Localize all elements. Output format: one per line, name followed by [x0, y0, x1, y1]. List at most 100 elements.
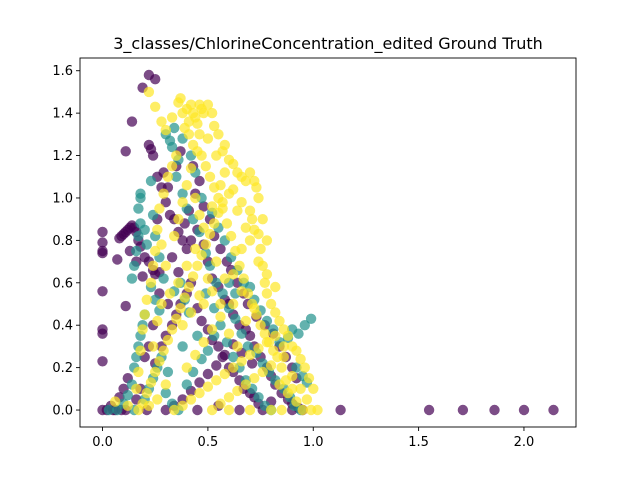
- scatter-point-class-1: [171, 171, 182, 182]
- y-tick-label: 0.6: [52, 276, 73, 291]
- scatter-point-class-2: [223, 404, 235, 416]
- scatter-point-class-2: [198, 337, 209, 348]
- scatter-point-class-0: [97, 324, 108, 335]
- scatter-point-class-2: [198, 298, 209, 310]
- scatter-point-class-2: [198, 222, 209, 233]
- scatter-point-class-1: [139, 224, 150, 235]
- scatter-point-class-2: [213, 129, 224, 140]
- scatter-point-class-2: [110, 396, 121, 407]
- scatter-point-class-2: [187, 107, 199, 119]
- scatter-point-class-2: [187, 271, 199, 282]
- scatter-point-class-1: [293, 328, 304, 339]
- scatter-point-class-1: [145, 175, 157, 187]
- scatter-point-class-2: [156, 116, 167, 127]
- scatter-point-class-2: [276, 404, 287, 416]
- scatter-point-class-2: [303, 373, 315, 384]
- scatter-point-class-1: [215, 320, 226, 331]
- scatter-point-class-2: [181, 362, 192, 373]
- scatter-point-class-2: [202, 273, 214, 284]
- scatter-point-class-2: [244, 349, 256, 361]
- scatter-point-class-2: [160, 260, 171, 271]
- x-tick-label: 0.0: [92, 435, 113, 450]
- scatter-point-class-0: [194, 175, 205, 187]
- scatter-point-class-2: [291, 396, 302, 407]
- scatter-point-class-1: [305, 313, 317, 324]
- scatter-point-class-2: [255, 243, 266, 255]
- scatter-point-class-2: [152, 315, 163, 327]
- scatter-point-class-2: [236, 197, 247, 208]
- scatter-point-class-1: [126, 273, 138, 284]
- scatter-point-class-0: [126, 116, 138, 127]
- scatter-point-class-0: [150, 74, 161, 85]
- scatter-point-class-2: [253, 256, 264, 267]
- scatter-point-class-1: [160, 387, 171, 399]
- scatter-point-class-2: [143, 86, 155, 98]
- data-points: [97, 69, 559, 416]
- scatter-point-class-2: [192, 118, 203, 129]
- scatter-point-class-2: [150, 245, 161, 257]
- scatter-point-class-0: [160, 404, 171, 416]
- scatter-point-class-2: [160, 124, 171, 136]
- scatter-point-class-2: [236, 243, 247, 255]
- scatter-point-class-0: [181, 243, 192, 255]
- scatter-point-class-2: [232, 341, 243, 352]
- scatter-point-class-2: [217, 197, 228, 208]
- scatter-point-class-2: [156, 239, 167, 250]
- scatter-point-class-2: [240, 175, 251, 187]
- scatter-point-class-2: [194, 129, 205, 140]
- scatter-point-class-2: [251, 182, 262, 193]
- scatter-point-class-0: [219, 349, 230, 361]
- scatter-point-class-2: [156, 298, 167, 310]
- scatter-point-class-2: [143, 400, 155, 411]
- scatter-point-class-1: [221, 337, 233, 348]
- scatter-point-class-1: [242, 341, 254, 352]
- scatter-point-class-1: [217, 288, 228, 299]
- scatter-point-class-2: [164, 288, 176, 299]
- scatter-point-class-2: [228, 184, 239, 195]
- scatter-point-class-2: [215, 180, 226, 191]
- scatter-point-class-2: [183, 281, 195, 293]
- scatter-point-class-2: [141, 294, 152, 305]
- scatter-point-class-1: [122, 390, 133, 401]
- scatter-point-class-2: [211, 150, 222, 161]
- scatter-point-class-1: [211, 277, 222, 288]
- scatter-point-class-2: [244, 235, 256, 246]
- scatter-point-class-0: [97, 356, 108, 367]
- scatter-point-class-0: [97, 226, 108, 238]
- scatter-point-class-2: [166, 161, 178, 172]
- scatter-point-class-2: [228, 158, 239, 170]
- scatter-point-class-2: [177, 400, 188, 411]
- scatter-point-class-2: [211, 256, 222, 267]
- scatter-point-class-2: [198, 107, 209, 119]
- scatter-point-class-1: [202, 345, 214, 356]
- scatter-point-class-2: [185, 307, 197, 318]
- scatter-point-class-0: [194, 377, 205, 388]
- scatter-point-class-2: [200, 161, 211, 172]
- scatter-point-class-2: [206, 404, 218, 416]
- chart-title: 3_classes/ChlorineConcentration_edited G…: [113, 34, 543, 54]
- scatter-point-class-1: [253, 392, 264, 403]
- x-tick-label: 0.5: [198, 435, 219, 450]
- scatter-point-class-2: [169, 404, 180, 416]
- scatter-point-class-2: [147, 341, 159, 352]
- scatter-point-class-1: [166, 141, 178, 153]
- scatter-point-class-2: [202, 133, 214, 144]
- scatter-point-class-0: [202, 368, 214, 380]
- scatter-point-class-2: [228, 269, 239, 280]
- scatter-point-class-2: [274, 379, 285, 390]
- scatter-point-class-1: [162, 366, 174, 378]
- scatter-point-class-2: [249, 373, 260, 384]
- scatter-point-class-2: [158, 188, 169, 199]
- scatter-point-class-0: [177, 235, 188, 246]
- scatter-point-class-2: [200, 239, 211, 250]
- scatter-point-class-1: [230, 313, 241, 324]
- y-tick-label: 0.0: [52, 404, 73, 419]
- scatter-point-class-2: [301, 394, 313, 405]
- scatter-point-class-2: [171, 150, 182, 161]
- scatter-point-class-1: [177, 341, 188, 352]
- scatter-point-class-2: [244, 205, 256, 216]
- scatter-point-class-2: [236, 356, 247, 367]
- scatter-point-class-2: [162, 171, 174, 182]
- scatter-point-class-2: [295, 383, 306, 394]
- scatter-point-class-2: [206, 107, 218, 119]
